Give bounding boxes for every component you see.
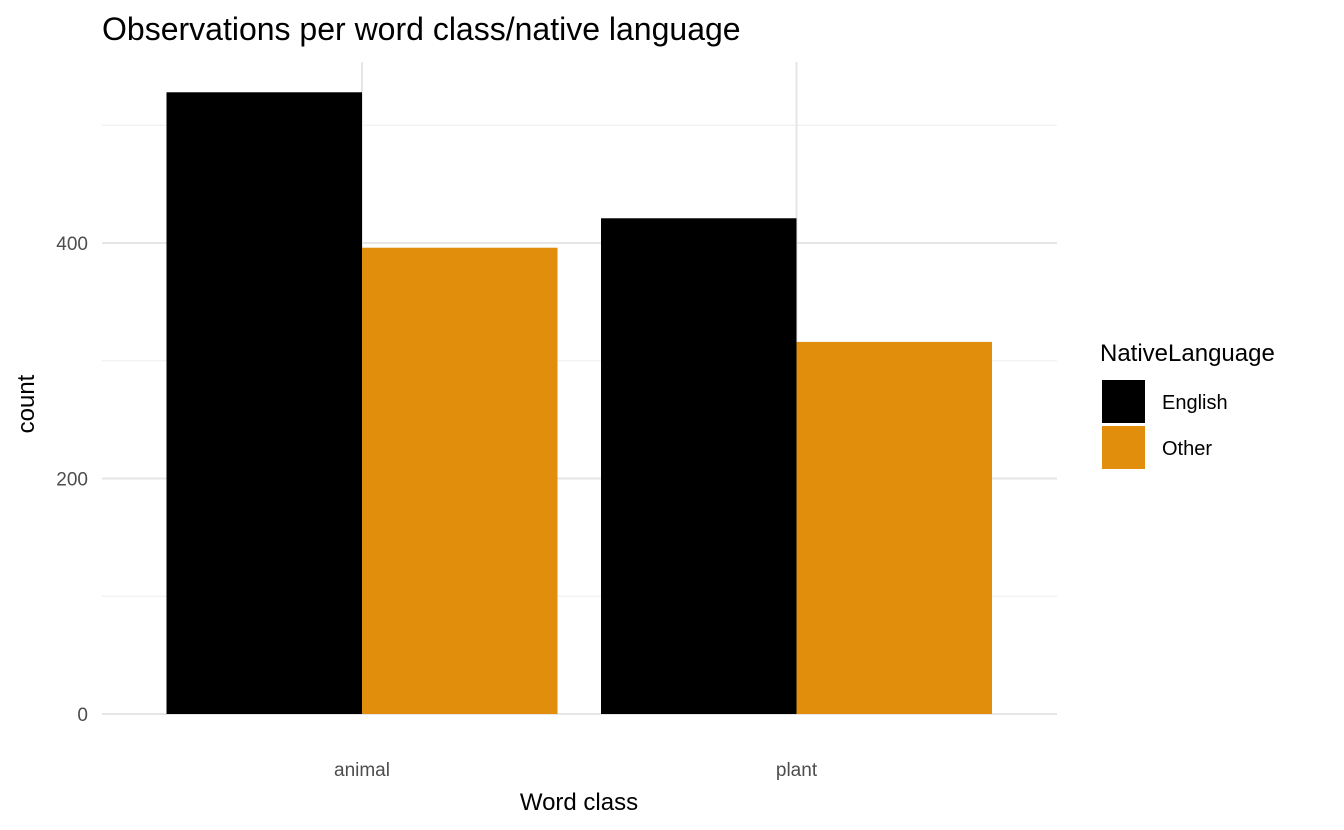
y-tick-label: 200 [56,470,88,491]
legend: NativeLanguage English Other [1100,340,1275,469]
y-tick-label: 0 [77,705,88,726]
legend-label-english: English [1162,392,1228,414]
x-tick-label: plant [776,760,818,781]
legend-items: English Other [1102,380,1228,469]
x-axis-ticks: animal plant [334,760,818,781]
y-axis-ticks: 0 200 400 [56,234,88,726]
legend-swatch-english [1102,380,1145,423]
y-axis-title: count [13,374,40,433]
bar-english-animal [166,92,362,714]
chart-title: Observations per word class/native langu… [102,11,741,47]
legend-label-other: Other [1162,438,1212,460]
legend-swatch-other [1102,426,1145,469]
bar-english-plant [601,218,797,714]
bars [166,92,992,714]
y-tick-label: 400 [56,234,88,255]
x-axis-title: Word class [520,789,638,816]
bar-other-animal [362,247,558,714]
legend-title: NativeLanguage [1100,340,1275,367]
x-tick-label: animal [334,760,390,781]
bar-other-plant [796,341,992,714]
